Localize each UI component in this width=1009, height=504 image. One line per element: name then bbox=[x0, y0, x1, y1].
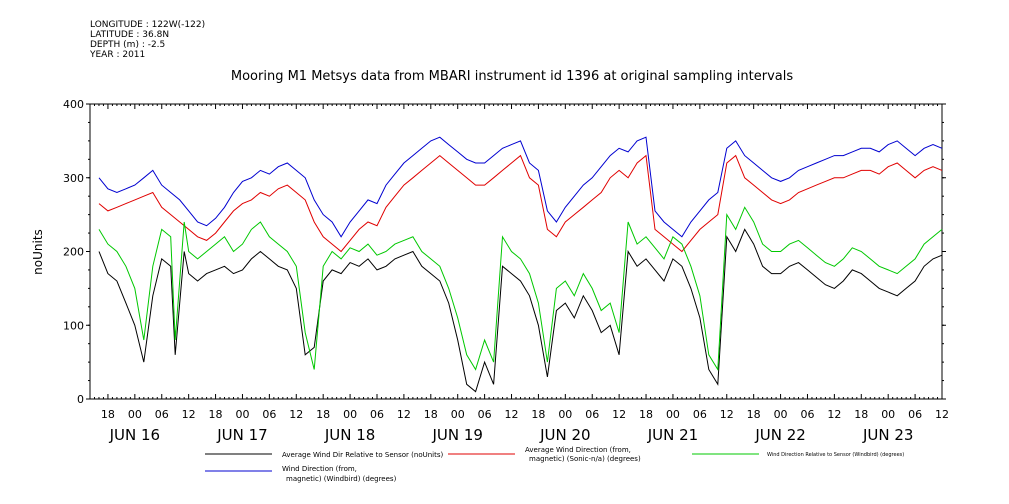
x-date-label: JUN 18 bbox=[324, 426, 375, 444]
legend-label-blue-1: Wind Direction (from, bbox=[282, 465, 357, 473]
x-hour-label: 18 bbox=[531, 408, 545, 421]
series-layer bbox=[98, 136, 943, 393]
y-axis-label: noUnits bbox=[31, 229, 45, 275]
year-label: YEAR : 2011 bbox=[90, 50, 146, 60]
depth-label: DEPTH (m) : -2.5 bbox=[90, 40, 166, 50]
series-line-0 bbox=[98, 228, 943, 393]
x-hour-label: 00 bbox=[774, 408, 788, 421]
x-hour-label: 00 bbox=[666, 408, 680, 421]
plot-frame bbox=[89, 103, 943, 400]
legend: Average Wind Dir Relative to Sensor (noU… bbox=[205, 446, 904, 483]
x-date-label: JUN 16 bbox=[109, 426, 160, 444]
x-hour-label: 12 bbox=[827, 408, 841, 421]
x-hour-label: 06 bbox=[370, 408, 384, 421]
chart-title: Mooring M1 Metsys data from MBARI instru… bbox=[231, 69, 793, 84]
x-hour-label: 06 bbox=[155, 408, 169, 421]
y-tick-label: 300 bbox=[63, 172, 84, 185]
legend-label-blue-2: magnetic) (Windbird) (degrees) bbox=[286, 475, 397, 483]
x-hour-label: 06 bbox=[585, 408, 599, 421]
x-hour-label: 00 bbox=[235, 408, 249, 421]
x-date-label: JUN 23 bbox=[862, 426, 913, 444]
x-hour-label: 06 bbox=[262, 408, 276, 421]
x-hour-label: 12 bbox=[720, 408, 734, 421]
x-hour-label: 00 bbox=[343, 408, 357, 421]
series-line-1 bbox=[98, 154, 943, 253]
x-date-label: JUN 19 bbox=[431, 426, 482, 444]
x-hour-label: 18 bbox=[209, 408, 223, 421]
x-hour-label: 00 bbox=[558, 408, 572, 421]
x-hour-label: 18 bbox=[854, 408, 868, 421]
latitude-label: LATITUDE : 36.8N bbox=[90, 30, 170, 40]
x-hour-label: 06 bbox=[693, 408, 707, 421]
series-line-3 bbox=[98, 136, 943, 238]
x-date-label: JUN 21 bbox=[647, 426, 698, 444]
series-line-2 bbox=[98, 206, 943, 372]
y-tick-label: 100 bbox=[63, 319, 84, 332]
x-hour-label: 18 bbox=[101, 408, 115, 421]
metadata-block: LONGITUDE : 122W(-122) LATITUDE : 36.8N … bbox=[90, 20, 205, 60]
x-hour-label: 18 bbox=[639, 408, 653, 421]
x-hour-label: 12 bbox=[935, 408, 949, 421]
x-hour-label: 18 bbox=[424, 408, 438, 421]
x-date-label: JUN 17 bbox=[216, 426, 267, 444]
x-hour-label: 06 bbox=[478, 408, 492, 421]
x-hour-label: 00 bbox=[881, 408, 895, 421]
y-tick-label: 200 bbox=[63, 246, 84, 259]
legend-label-black: Average Wind Dir Relative to Sensor (noU… bbox=[282, 451, 443, 459]
x-hour-label: 06 bbox=[800, 408, 814, 421]
y-tick-label: 0 bbox=[77, 393, 84, 406]
x-hour-label: 12 bbox=[505, 408, 519, 421]
x-hour-label: 12 bbox=[289, 408, 303, 421]
y-tick-label: 400 bbox=[63, 98, 84, 111]
legend-label-red-2: magnetic) (Sonic-n/a) (degrees) bbox=[529, 455, 641, 463]
x-date-label: JUN 22 bbox=[754, 426, 805, 444]
x-hour-label: 12 bbox=[612, 408, 626, 421]
legend-label-green: Wind Direction Relative to Sensor (Windb… bbox=[767, 452, 904, 458]
longitude-label: LONGITUDE : 122W(-122) bbox=[90, 20, 206, 30]
x-hour-label: 18 bbox=[747, 408, 761, 421]
x-hour-label: 18 bbox=[316, 408, 330, 421]
x-hour-label: 12 bbox=[397, 408, 411, 421]
x-hour-label: 00 bbox=[451, 408, 465, 421]
x-hour-label: 12 bbox=[182, 408, 196, 421]
x-date-label: JUN 20 bbox=[539, 426, 590, 444]
x-hour-label: 00 bbox=[128, 408, 142, 421]
x-hour-label: 06 bbox=[908, 408, 922, 421]
axis-ticks: 0 100 200 300 400 18 00 06 12 18 00 06 12 18 00 06 12 18 0… bbox=[63, 98, 949, 444]
legend-label-red-1: Average Wind Direction (from, bbox=[525, 446, 631, 454]
